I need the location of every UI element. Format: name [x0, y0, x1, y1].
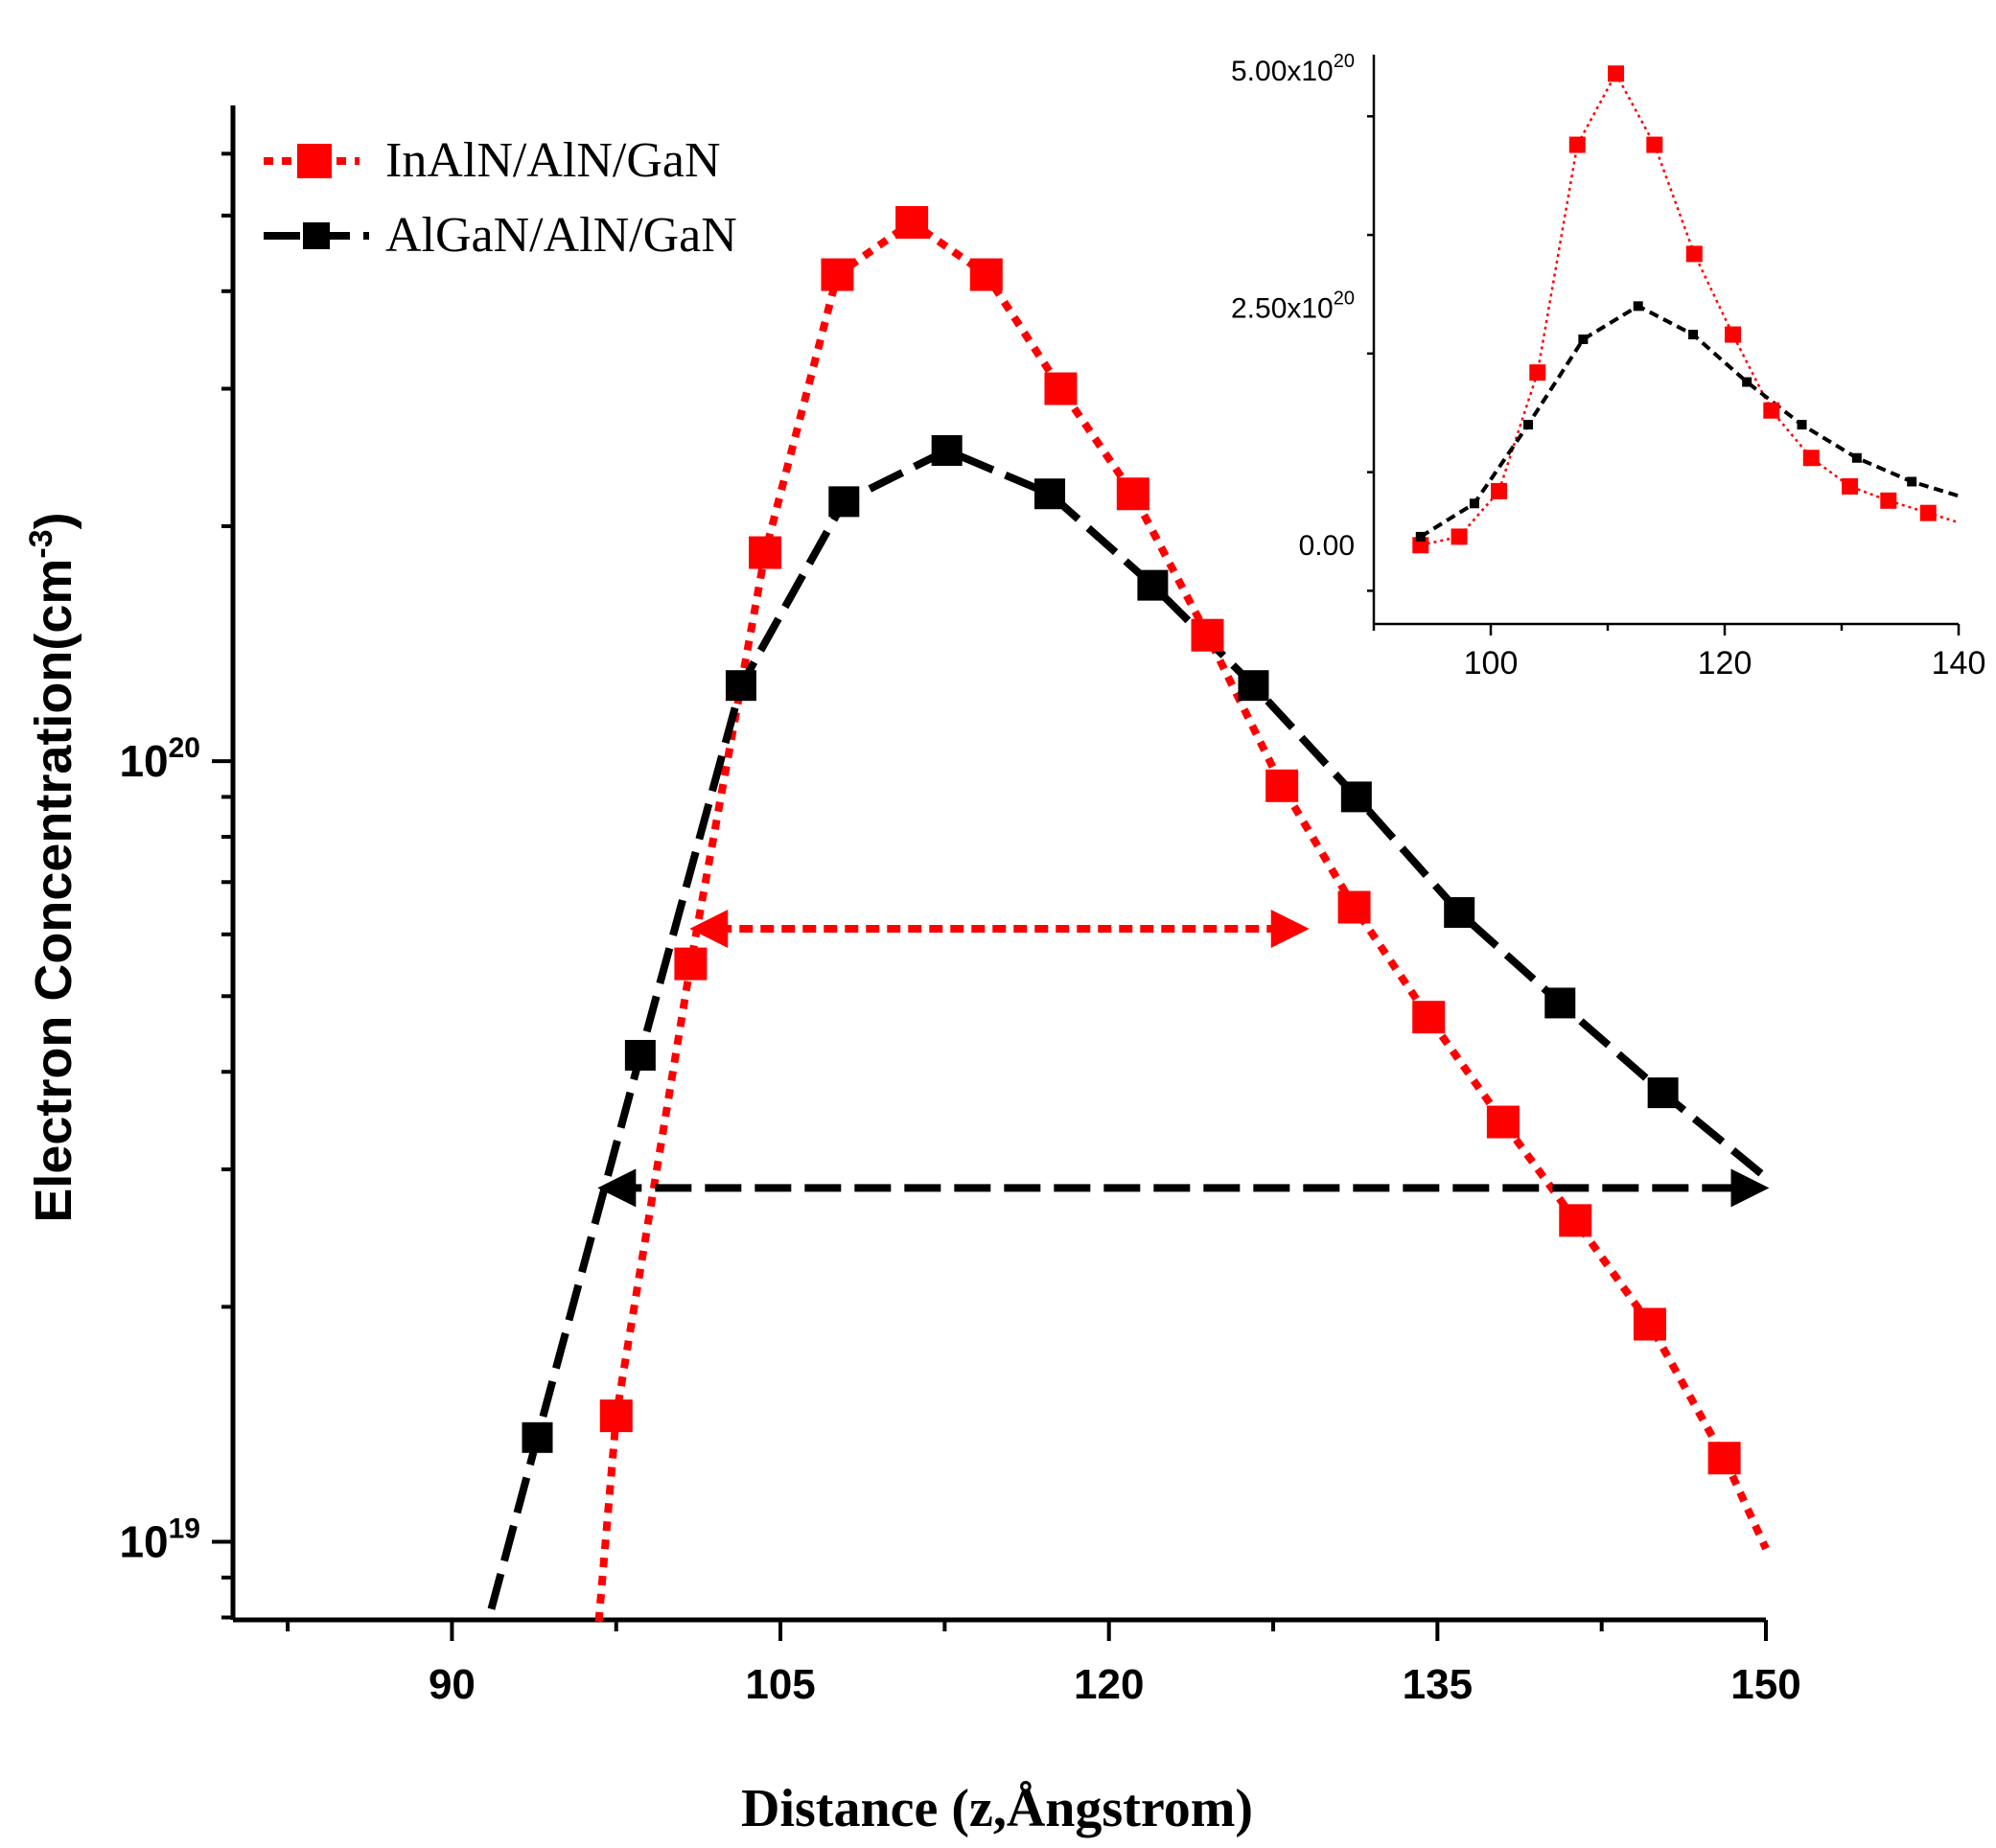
legend-marker-inaln [297, 144, 332, 178]
data-point [931, 435, 963, 467]
data-point [599, 1399, 633, 1433]
x-axis-title: Distance (z,Ångstrom) [741, 1779, 1253, 1838]
data-point [1044, 372, 1078, 405]
inset-data-point [1491, 482, 1508, 499]
data-point [1265, 769, 1299, 802]
inset-data-point [1802, 450, 1820, 467]
y-axis-title: Electron Concentration(cm-3) [23, 512, 82, 1222]
inset-data-point [1451, 528, 1468, 545]
data-point [1544, 987, 1576, 1019]
data-point [1486, 1105, 1520, 1139]
y-tick-base: 10 [119, 736, 168, 786]
inset-y-tick-exponent: 20 [1334, 288, 1355, 309]
x-tick-label: 135 [1403, 1661, 1473, 1708]
y-tick-exponent: 19 [169, 1513, 200, 1545]
inset-series-markers [1412, 65, 1937, 554]
legend-marker-algan [303, 222, 330, 249]
inset-data-point [1685, 245, 1703, 263]
x-tick-label: 150 [1730, 1661, 1800, 1708]
data-point [1559, 1204, 1592, 1237]
inset-data-point [1568, 136, 1586, 153]
data-point [674, 947, 708, 981]
x-tick-label: 105 [745, 1661, 815, 1708]
y-axis-title-sup: -3 [23, 529, 59, 558]
main-arrows [597, 909, 1770, 1208]
inset-data-point [1919, 504, 1937, 521]
inset-x-tick-label: 120 [1698, 645, 1752, 681]
data-point [1340, 781, 1372, 813]
inset-data-point [1578, 335, 1589, 344]
inset-data-point [1415, 531, 1426, 542]
inset-data-point [1851, 452, 1862, 463]
data-point [1647, 1077, 1679, 1109]
data-point [1137, 569, 1169, 601]
inset-data-point [1880, 492, 1897, 509]
inset-data-point [1842, 477, 1859, 495]
inset-x-tick-label: 140 [1932, 645, 1986, 681]
data-point [725, 670, 756, 702]
series-line-0 [594, 218, 1770, 1623]
inset-y-tick-base: 5.00x10 [1231, 56, 1334, 87]
legend-label-algan: AlGaN/AlN/GaN [385, 208, 737, 263]
inset-data-point [1523, 420, 1534, 430]
inset-y-tick-base: 2.50x10 [1231, 292, 1334, 324]
y-tick-label: 1019 [119, 1513, 200, 1567]
inset-x-tick-label: 100 [1464, 645, 1519, 681]
main-series-markers [522, 206, 1741, 1475]
inset-data-point [1797, 420, 1807, 430]
data-point [749, 536, 782, 569]
inset-data-point [1725, 326, 1742, 343]
y-axis-title-main: Electron Concentration(cm [25, 559, 82, 1223]
inset-data-point [1469, 498, 1479, 509]
legend: InAlN/AlN/GaN AlGaN/AlN/GaN [264, 133, 737, 263]
inset-y-tick-base: 0.00 [1299, 530, 1355, 562]
inset-data-point [1907, 476, 1917, 487]
data-point [895, 206, 929, 240]
data-point [1034, 478, 1066, 510]
legend-label-inaln: InAlN/AlN/GaN [385, 133, 721, 188]
x-tick-label: 90 [429, 1661, 476, 1708]
data-point [1116, 477, 1149, 511]
y-tick-base: 10 [119, 1517, 168, 1567]
data-point [1337, 890, 1371, 924]
inset-series-lines [1419, 71, 1960, 547]
series-line-1 [487, 446, 1764, 1610]
inset-y-tick-label: 5.00x1020 [1231, 51, 1355, 87]
y-axis-title-close: ) [25, 512, 82, 529]
data-point [1412, 1001, 1446, 1034]
inset-y-tick-exponent: 20 [1334, 51, 1355, 72]
inset-series-line-1 [1419, 304, 1960, 539]
inset-series-line-0 [1420, 71, 1960, 547]
data-point [1238, 670, 1269, 702]
data-point [624, 1039, 656, 1071]
inset-y-tick-label: 0.00 [1299, 530, 1355, 562]
data-point [969, 258, 1003, 291]
data-point [522, 1421, 553, 1453]
data-point [1444, 896, 1475, 928]
inset-data-point [1633, 301, 1643, 312]
inset-y-tick-label: 2.50x1020 [1231, 288, 1355, 324]
inset-data-point [1529, 364, 1546, 381]
inset-data-point [1646, 136, 1663, 153]
inset-data-point [1688, 330, 1699, 340]
inset-data-point [1742, 377, 1752, 387]
main-series-lines [487, 218, 1770, 1623]
data-point [1191, 618, 1224, 652]
data-point [828, 486, 860, 518]
data-point [821, 258, 854, 291]
y-tick-label: 1020 [119, 732, 200, 786]
data-point [1707, 1442, 1741, 1475]
inset-data-point [1608, 65, 1625, 82]
data-point [1633, 1307, 1666, 1341]
x-tick-label: 120 [1074, 1661, 1144, 1708]
inset-data-point [1763, 402, 1780, 419]
y-tick-exponent: 20 [169, 732, 200, 764]
